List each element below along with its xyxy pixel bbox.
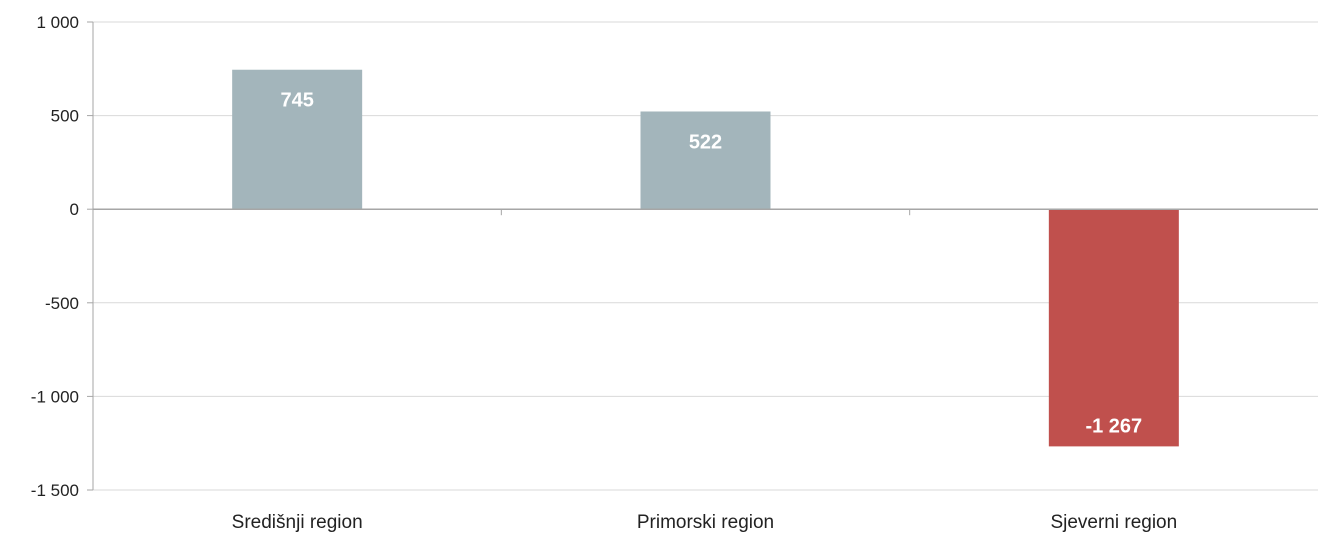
data-label: 522 bbox=[689, 131, 722, 153]
x-category-label: Primorski region bbox=[637, 512, 774, 533]
x-category-label: Središnji region bbox=[232, 512, 363, 533]
bars bbox=[232, 69, 1179, 447]
y-tick-label: -1 000 bbox=[31, 387, 79, 406]
data-label: 745 bbox=[280, 90, 313, 112]
y-axis-tick-labels: 1 000 500 0 -500 -1 000 -1 500 bbox=[31, 13, 79, 500]
y-tick-label: 0 bbox=[70, 200, 79, 219]
y-tick-label: 1 000 bbox=[36, 13, 79, 32]
y-tick-label: 500 bbox=[51, 107, 79, 126]
data-label: -1 267 bbox=[1085, 415, 1142, 437]
bar bbox=[1048, 209, 1179, 447]
x-axis-category-labels: Središnji region Primorski region Sjeverni… bbox=[232, 512, 1178, 533]
bar bbox=[640, 111, 771, 210]
y-tick-label: -1 500 bbox=[31, 481, 79, 500]
data-labels: 745 522 -1 267 bbox=[280, 90, 1142, 438]
x-category-label: Sjeverni region bbox=[1050, 512, 1177, 533]
bar bbox=[232, 69, 363, 210]
y-tick-label: -500 bbox=[45, 294, 79, 313]
axes bbox=[87, 21, 1318, 491]
